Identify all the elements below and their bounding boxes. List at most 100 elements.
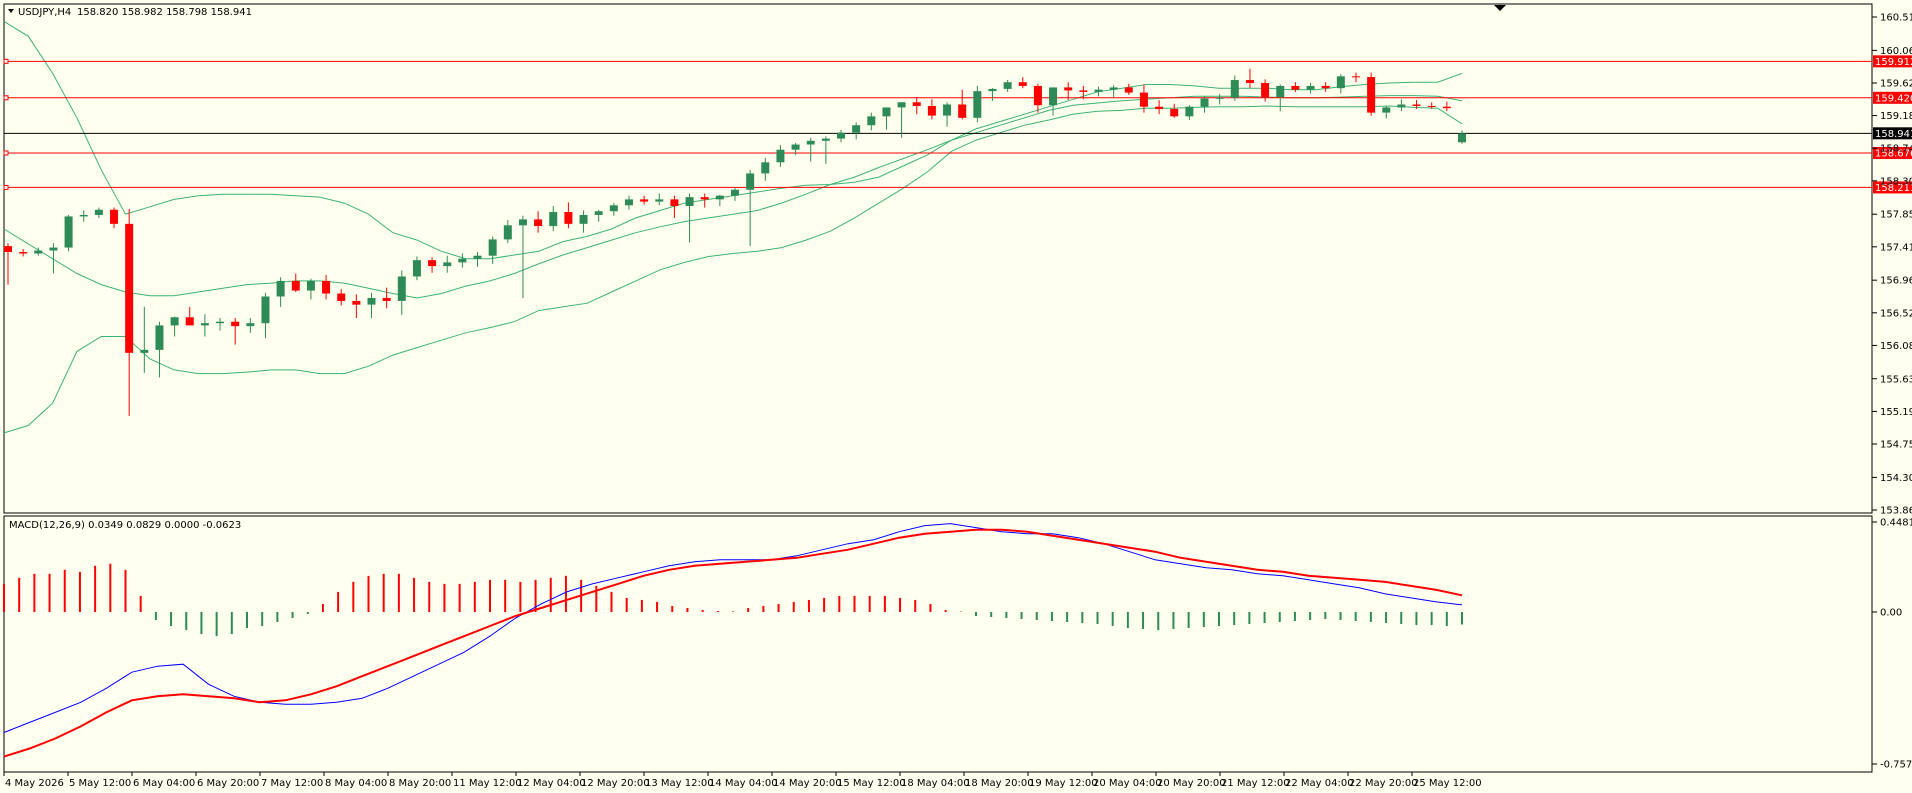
macd-axis: 0.4481 0.00 -0.7571 [1872, 518, 1912, 771]
candle-body [564, 211, 573, 224]
macd-tick-label: -0.7571 [1880, 760, 1912, 771]
time-tick-label: 22 May 20:00 [1349, 778, 1418, 789]
macd-pane [3, 515, 1873, 773]
candle-body [443, 262, 452, 267]
shift-marker-icon[interactable] [1494, 5, 1506, 11]
candle-body [594, 211, 603, 215]
candle-body [276, 280, 285, 297]
candle-body [1124, 87, 1133, 93]
candle-body [927, 105, 936, 116]
time-tick-label: 25 May 12:00 [1413, 778, 1482, 789]
time-tick-label: 11 May 12:00 [453, 778, 522, 789]
candle-body [185, 317, 194, 326]
level-price-label: 158.676 [1875, 148, 1912, 159]
bollinger-upper-line [3, 20, 1463, 260]
candle-body [473, 255, 482, 259]
horizontal-levels: 159.912 159.420 158.676 158.211 158.941 [3, 55, 1912, 194]
candle-body [761, 162, 770, 174]
candle-body [731, 189, 739, 196]
bollinger-bands [3, 20, 1463, 434]
time-tick-label: 7 May 12:00 [261, 778, 323, 789]
level-price-tag [1873, 181, 1912, 194]
candle-body [352, 300, 361, 305]
current-price-tag [1873, 127, 1912, 140]
candle-body [1139, 92, 1148, 107]
candle-body [988, 88, 997, 92]
candle-body [79, 214, 88, 217]
time-tick-label: 20 May 20:00 [1157, 778, 1226, 789]
candle-body [700, 197, 709, 200]
price-tick-label: 154.750 [1880, 440, 1912, 451]
candle-body [655, 199, 664, 202]
macd-indicator [3, 523, 1463, 758]
candle-body [791, 144, 800, 150]
level-handle [3, 150, 9, 156]
candle-body [49, 247, 58, 251]
level-price-label: 159.420 [1875, 93, 1912, 104]
candle-body [549, 211, 558, 227]
candle-body [1018, 82, 1027, 86]
price-tick-label: 157.410 [1880, 242, 1912, 253]
price-tick-label: 156.520 [1880, 308, 1912, 319]
time-tick-label: 21 May 12:00 [1221, 778, 1290, 789]
candle-body [261, 296, 270, 324]
candle-body [1442, 106, 1451, 109]
time-tick-label: 12 May 20:00 [581, 778, 650, 789]
candle-body [1170, 108, 1179, 117]
bollinger-lower-line [3, 105, 1463, 434]
symbol-timeframe: USDJPY,H4 [18, 7, 71, 18]
ohlc-readout: 158.820 158.982 158.798 158.941 [77, 7, 252, 18]
macd-signal-line [3, 528, 1463, 758]
price-tick-label: 159.620 [1880, 78, 1912, 89]
candle-body [503, 225, 512, 240]
candle-body [322, 280, 331, 294]
candle-body [973, 91, 982, 118]
time-tick-label: 6 May 04:00 [133, 778, 195, 789]
level-handle [3, 95, 9, 101]
macd-tick-label: 0.00 [1880, 607, 1902, 618]
candle-body [125, 223, 134, 353]
candle-body [534, 219, 543, 227]
time-tick-label: 12 May 04:00 [517, 778, 586, 789]
candle-body [1427, 105, 1436, 107]
candle-body [382, 297, 391, 301]
candle-body [912, 102, 921, 106]
candle-body [1291, 85, 1300, 90]
time-tick-label: 18 May 20:00 [965, 778, 1034, 789]
candle-body [867, 116, 876, 126]
level-price-label: 159.912 [1875, 57, 1912, 68]
candle-body [1321, 85, 1330, 89]
candle-body [1155, 106, 1164, 109]
candle-body [337, 293, 346, 301]
candle-body [1230, 80, 1239, 98]
candle-body [1261, 82, 1270, 98]
price-tick-label: 156.960 [1880, 276, 1912, 287]
dropdown-triangle-icon[interactable] [8, 9, 14, 13]
candle-body [1049, 87, 1058, 106]
candle-body [852, 125, 861, 133]
candle-body [1382, 107, 1391, 113]
candle-body [1367, 77, 1376, 113]
candle-body [367, 297, 376, 305]
candle-body [806, 140, 815, 145]
candle-body [64, 216, 73, 248]
candle-body [943, 104, 952, 116]
time-tick-label: 5 May 12:00 [69, 778, 131, 789]
candle-body [397, 276, 406, 301]
candle-body [1306, 85, 1315, 90]
level-price-label: 158.211 [1875, 183, 1912, 194]
candle-body [685, 197, 694, 207]
time-tick-label: 8 May 20:00 [389, 778, 451, 789]
candle-body [1064, 87, 1073, 91]
candle-body [897, 102, 906, 108]
candle-body [609, 205, 618, 212]
candle-body [428, 260, 437, 267]
candle-body [1094, 89, 1103, 92]
price-tick-label: 160.510 [1880, 13, 1912, 24]
candle-body [1276, 85, 1285, 98]
candle-body [170, 317, 179, 326]
time-tick-label: 13 May 12:00 [645, 778, 714, 789]
candle-body [155, 325, 164, 350]
time-tick-label: 6 May 20:00 [197, 778, 259, 789]
level-price-tag [1873, 91, 1912, 104]
